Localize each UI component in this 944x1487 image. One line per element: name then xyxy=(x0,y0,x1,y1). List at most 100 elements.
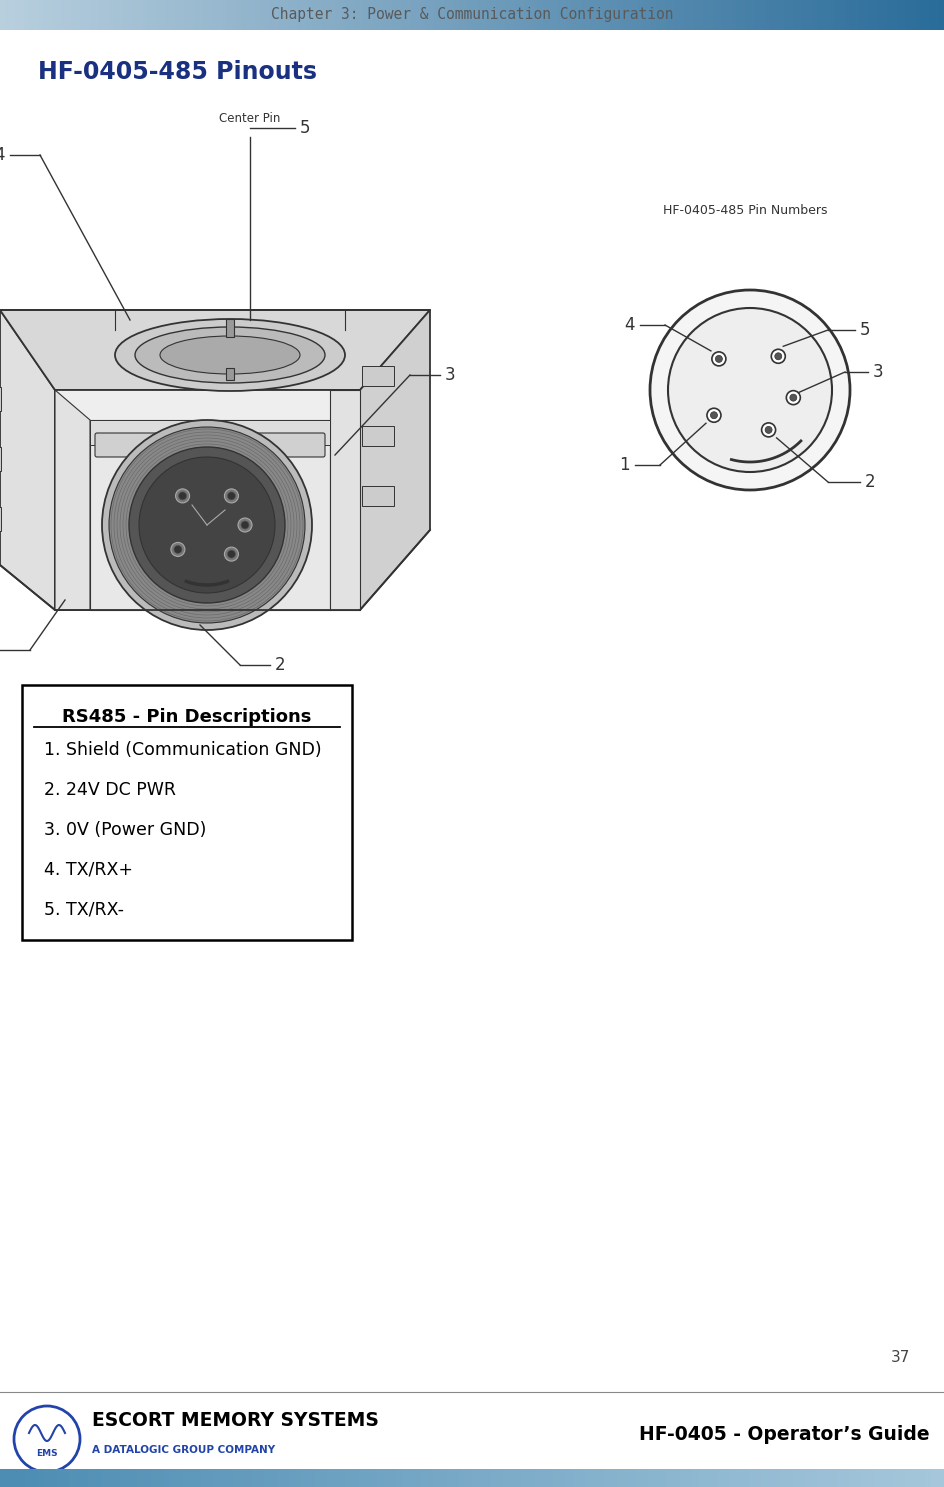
Bar xyxy=(107,1469,114,1487)
Bar xyxy=(283,0,289,30)
Bar xyxy=(699,1469,706,1487)
Bar xyxy=(326,0,331,30)
Ellipse shape xyxy=(135,327,325,384)
Bar xyxy=(396,0,402,30)
Bar xyxy=(123,0,128,30)
Bar xyxy=(623,0,629,30)
Bar xyxy=(441,1469,447,1487)
Bar xyxy=(392,0,397,30)
Bar xyxy=(113,0,119,30)
Bar xyxy=(711,1469,718,1487)
FancyBboxPatch shape xyxy=(362,425,394,446)
Bar xyxy=(258,1469,265,1487)
Bar xyxy=(743,1469,750,1487)
Bar xyxy=(396,1469,404,1487)
Bar xyxy=(864,0,869,30)
Bar xyxy=(503,1469,511,1487)
Text: EMS: EMS xyxy=(36,1448,58,1457)
Circle shape xyxy=(171,543,185,556)
Bar xyxy=(409,1469,416,1487)
Bar xyxy=(552,0,558,30)
Bar xyxy=(479,1469,485,1487)
Bar xyxy=(220,1469,228,1487)
Circle shape xyxy=(176,489,190,503)
Text: 4: 4 xyxy=(625,317,635,335)
Bar xyxy=(458,0,464,30)
Text: 3: 3 xyxy=(445,366,456,384)
Bar xyxy=(925,1469,933,1487)
Bar xyxy=(651,0,657,30)
Bar xyxy=(529,0,534,30)
Bar xyxy=(71,0,76,30)
Bar xyxy=(47,0,53,30)
Circle shape xyxy=(716,355,722,363)
Bar xyxy=(390,1469,397,1487)
Bar xyxy=(226,367,234,381)
Bar xyxy=(69,1469,76,1487)
Bar xyxy=(5,0,10,30)
Bar xyxy=(762,1469,768,1487)
Bar xyxy=(713,0,718,30)
Bar xyxy=(85,0,91,30)
Bar xyxy=(840,0,846,30)
Bar xyxy=(873,0,879,30)
Bar xyxy=(236,0,242,30)
Bar xyxy=(642,0,648,30)
Bar xyxy=(316,0,322,30)
Bar xyxy=(491,0,497,30)
Bar xyxy=(843,1469,851,1487)
Bar xyxy=(14,0,20,30)
Bar xyxy=(201,1469,209,1487)
Circle shape xyxy=(771,349,785,363)
Bar xyxy=(239,1469,246,1487)
Bar xyxy=(354,0,360,30)
Bar xyxy=(0,0,6,30)
Bar xyxy=(937,1469,944,1487)
FancyBboxPatch shape xyxy=(246,433,325,457)
Bar xyxy=(208,0,213,30)
Bar xyxy=(935,0,940,30)
FancyBboxPatch shape xyxy=(95,433,174,457)
Bar xyxy=(595,0,600,30)
Bar xyxy=(900,1469,907,1487)
Bar xyxy=(604,0,610,30)
Bar xyxy=(346,1469,353,1487)
Text: 4. TX/RX+: 4. TX/RX+ xyxy=(44,861,133,879)
Bar xyxy=(330,0,336,30)
Bar xyxy=(359,0,364,30)
Bar xyxy=(227,0,232,30)
Bar xyxy=(793,0,799,30)
Bar xyxy=(156,0,161,30)
FancyBboxPatch shape xyxy=(0,387,1,410)
Bar xyxy=(505,0,511,30)
Polygon shape xyxy=(360,309,430,610)
Bar xyxy=(288,0,294,30)
Bar xyxy=(189,1469,196,1487)
Bar xyxy=(175,0,180,30)
Bar xyxy=(231,0,237,30)
Bar xyxy=(670,0,676,30)
Bar xyxy=(666,0,671,30)
Text: 1. Shield (Communication GND): 1. Shield (Communication GND) xyxy=(44,741,322,758)
Bar xyxy=(667,1469,674,1487)
Bar xyxy=(28,0,34,30)
Bar xyxy=(680,1469,687,1487)
Bar xyxy=(472,0,478,30)
Bar xyxy=(859,0,865,30)
Bar xyxy=(694,0,700,30)
Circle shape xyxy=(241,520,249,529)
Bar xyxy=(647,0,652,30)
Bar xyxy=(750,0,756,30)
Bar xyxy=(831,0,836,30)
Bar xyxy=(274,0,279,30)
Bar xyxy=(12,1469,20,1487)
Bar xyxy=(314,1469,322,1487)
Bar xyxy=(661,0,666,30)
Bar xyxy=(755,1469,763,1487)
Bar xyxy=(278,0,284,30)
Bar xyxy=(208,1469,215,1487)
Bar xyxy=(328,1469,334,1487)
Bar xyxy=(104,0,110,30)
Bar xyxy=(302,0,308,30)
Circle shape xyxy=(102,419,312,630)
